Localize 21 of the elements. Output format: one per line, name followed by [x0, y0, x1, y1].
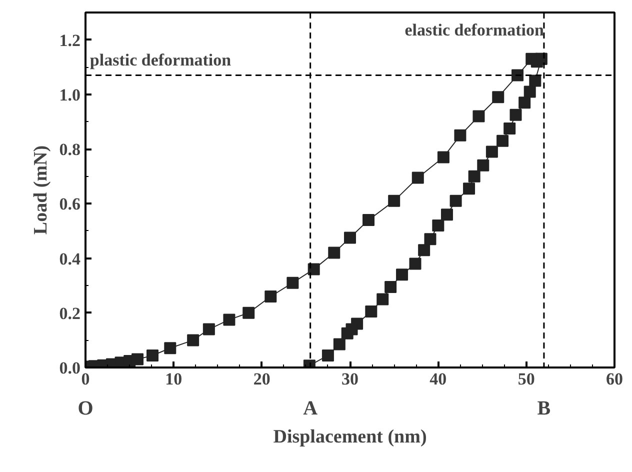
y-tick-label: 1.2 — [59, 30, 80, 50]
y-axis-title: Load (mN) — [30, 145, 52, 235]
ref-line-label: B — [537, 398, 551, 420]
text: O — [78, 398, 94, 420]
annotation: elastic deformation — [404, 20, 545, 40]
x-tick-label: 40 — [430, 370, 447, 388]
ref-line-label: A — [303, 398, 318, 420]
y-tick-label: 0.0 — [59, 358, 80, 378]
y-tick-label: 0.4 — [59, 249, 81, 268]
y-tick-label: 0.6 — [59, 194, 80, 214]
x-tick-label: 10 — [165, 370, 182, 388]
x-tick-label: 20 — [253, 370, 270, 388]
y-tick-label: 1.0 — [59, 85, 80, 104]
annotation: plastic deformation — [90, 50, 232, 70]
y-tick-label: 0.8 — [59, 140, 80, 160]
x-tick-label: 50 — [518, 370, 535, 388]
x-axis-title: Displacement (nm) — [273, 426, 427, 448]
x-tick-label: 60 — [606, 370, 623, 388]
y-tick-label: 0.2 — [59, 304, 80, 323]
x-tick-label: 0 — [81, 370, 90, 388]
x-tick-label: 30 — [342, 370, 358, 388]
